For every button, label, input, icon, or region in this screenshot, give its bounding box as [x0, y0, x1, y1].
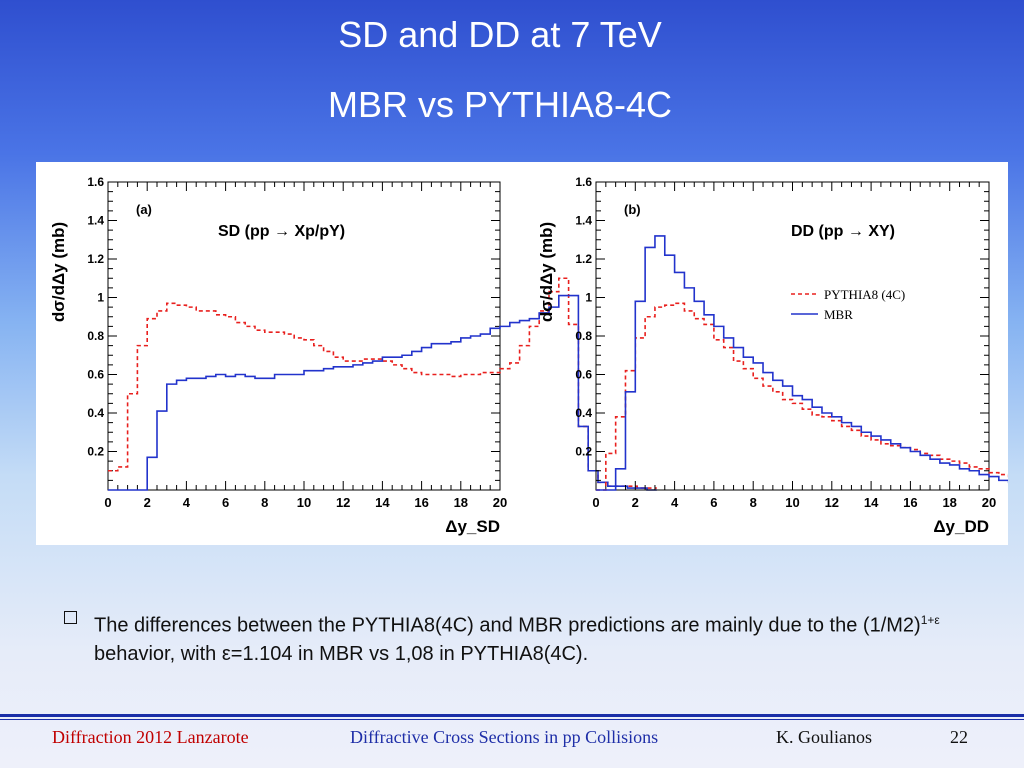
- chart2-legend-label: PYTHIA8 (4C): [824, 287, 905, 302]
- chart1-x-tick-label: 18: [454, 495, 468, 510]
- chart2-legend-label: MBR: [824, 307, 853, 322]
- chart2-y-axis-label: dσ/dΔy (mb): [537, 222, 556, 322]
- chart1-y-tick-label: 0.8: [87, 329, 104, 343]
- chart2-y-tick-label: 1.6: [575, 175, 592, 189]
- chart2-x-tick-label: 2: [632, 495, 639, 510]
- chart2-x-tick-label: 8: [750, 495, 757, 510]
- chart1-x-tick-label: 8: [261, 495, 268, 510]
- chart1-y-tick-label: 0.2: [87, 445, 104, 459]
- chart2-x-tick-label: 20: [982, 495, 996, 510]
- chart2-y-tick-label: 1.4: [575, 214, 592, 228]
- chart2-y-tick-label: 0.6: [575, 368, 592, 382]
- slide-title: SD and DD at 7 TeV: [338, 14, 662, 55]
- figure-panel: 0 2 4 6 8 10 12 14 16 18 20 0.2 0.4 0.6 0.8 1 1.2 1.4 1.6(…: [36, 162, 1008, 545]
- bullet-superscript: 1+ε: [920, 613, 940, 627]
- chart1-x-tick-label: 16: [414, 495, 428, 510]
- chart1-title: SD (pp → Xp/pY): [218, 223, 345, 240]
- chart1-y-tick-label: 1.6: [87, 175, 104, 189]
- chart1-x-tick-label: 12: [336, 495, 350, 510]
- chart1-y-tick-label: 1.2: [87, 252, 104, 266]
- footer-page-number: 22: [950, 727, 968, 747]
- chart2-series-pythia8: [596, 302, 1008, 491]
- chart2-y-tick-label: 0.4: [575, 406, 592, 420]
- chart2-y-tick-label: 0.8: [575, 329, 592, 343]
- histogram-figure: 0 2 4 6 8 10 12 14 16 18 200.20.40.60.811.21.41.6(…: [49, 175, 1008, 536]
- chart2-panel-label: (b): [624, 202, 641, 217]
- chart1-panel-label: (a): [136, 202, 152, 217]
- footer-conference: Diffraction 2012 Lanzarote: [52, 727, 249, 747]
- footer-author: K. Goulianos: [776, 727, 872, 747]
- chart1-y-tick-label: 0.6: [87, 368, 104, 382]
- chart1-x-tick-label: 14: [375, 495, 390, 510]
- chart1-y-tick-label: 1.4: [87, 214, 104, 228]
- chart2-title: DD (pp → XY): [791, 223, 895, 240]
- chart1-x-tick-label: 6: [222, 495, 229, 510]
- chart2-y-tick-label: 1: [585, 291, 592, 305]
- chart2-y-tick-label: 1.2: [575, 252, 592, 266]
- chart1-y-axis-label: dσ/dΔy (mb): [49, 222, 68, 322]
- chart1-x-tick-label: 10: [297, 495, 311, 510]
- chart1-x-tick-label: 2: [144, 495, 151, 510]
- chart1-series-mbr: [108, 294, 657, 491]
- chart2-x-tick-label: 18: [942, 495, 956, 510]
- chart2-x-tick-label: 10: [785, 495, 799, 510]
- chart1-x-tick-label: 0: [104, 495, 111, 510]
- checkbox-bullet-icon: [64, 611, 77, 624]
- chart1-y-tick-label: 0.4: [87, 406, 104, 420]
- chart2-x-tick-label: 0: [592, 495, 599, 510]
- bullet-text: The differences between the PYTHIA8(4C) …: [94, 606, 964, 668]
- footer-talk-title: Diffractive Cross Sections in pp Collisi…: [350, 727, 659, 747]
- chart2-x-tick-label: 16: [903, 495, 917, 510]
- bullet-text-part1: The differences between the PYTHIA8(4C) …: [94, 614, 921, 637]
- chart2-series-mbr: [596, 235, 1008, 491]
- chart1-y-tick-label: 1: [97, 291, 104, 305]
- bullet-point: The differences between the PYTHIA8(4C) …: [64, 606, 964, 668]
- bullet-text-part2: behavior, with ε=1.104 in MBR vs 1,08 in…: [94, 642, 589, 665]
- chart2-y-tick-label: 0.2: [575, 445, 592, 459]
- chart2-x-tick-label: 14: [864, 495, 879, 510]
- chart1-x-tick-label: 20: [493, 495, 507, 510]
- chart1-series-pythia8: [108, 277, 657, 489]
- slide-subtitle: MBR vs PYTHIA8-4C: [327, 84, 673, 125]
- footer-divider-thin: [0, 719, 1024, 720]
- chart1-x-tick-label: 4: [183, 495, 191, 510]
- chart2-x-tick-label: 12: [825, 495, 839, 510]
- chart2-x-tick-label: 4: [671, 495, 679, 510]
- chart2-x-tick-label: 6: [710, 495, 717, 510]
- chart1-x-axis-label: Δy_SD: [445, 517, 500, 536]
- chart2-x-axis-label: Δy_DD: [933, 517, 989, 536]
- footer-divider: [0, 714, 1024, 717]
